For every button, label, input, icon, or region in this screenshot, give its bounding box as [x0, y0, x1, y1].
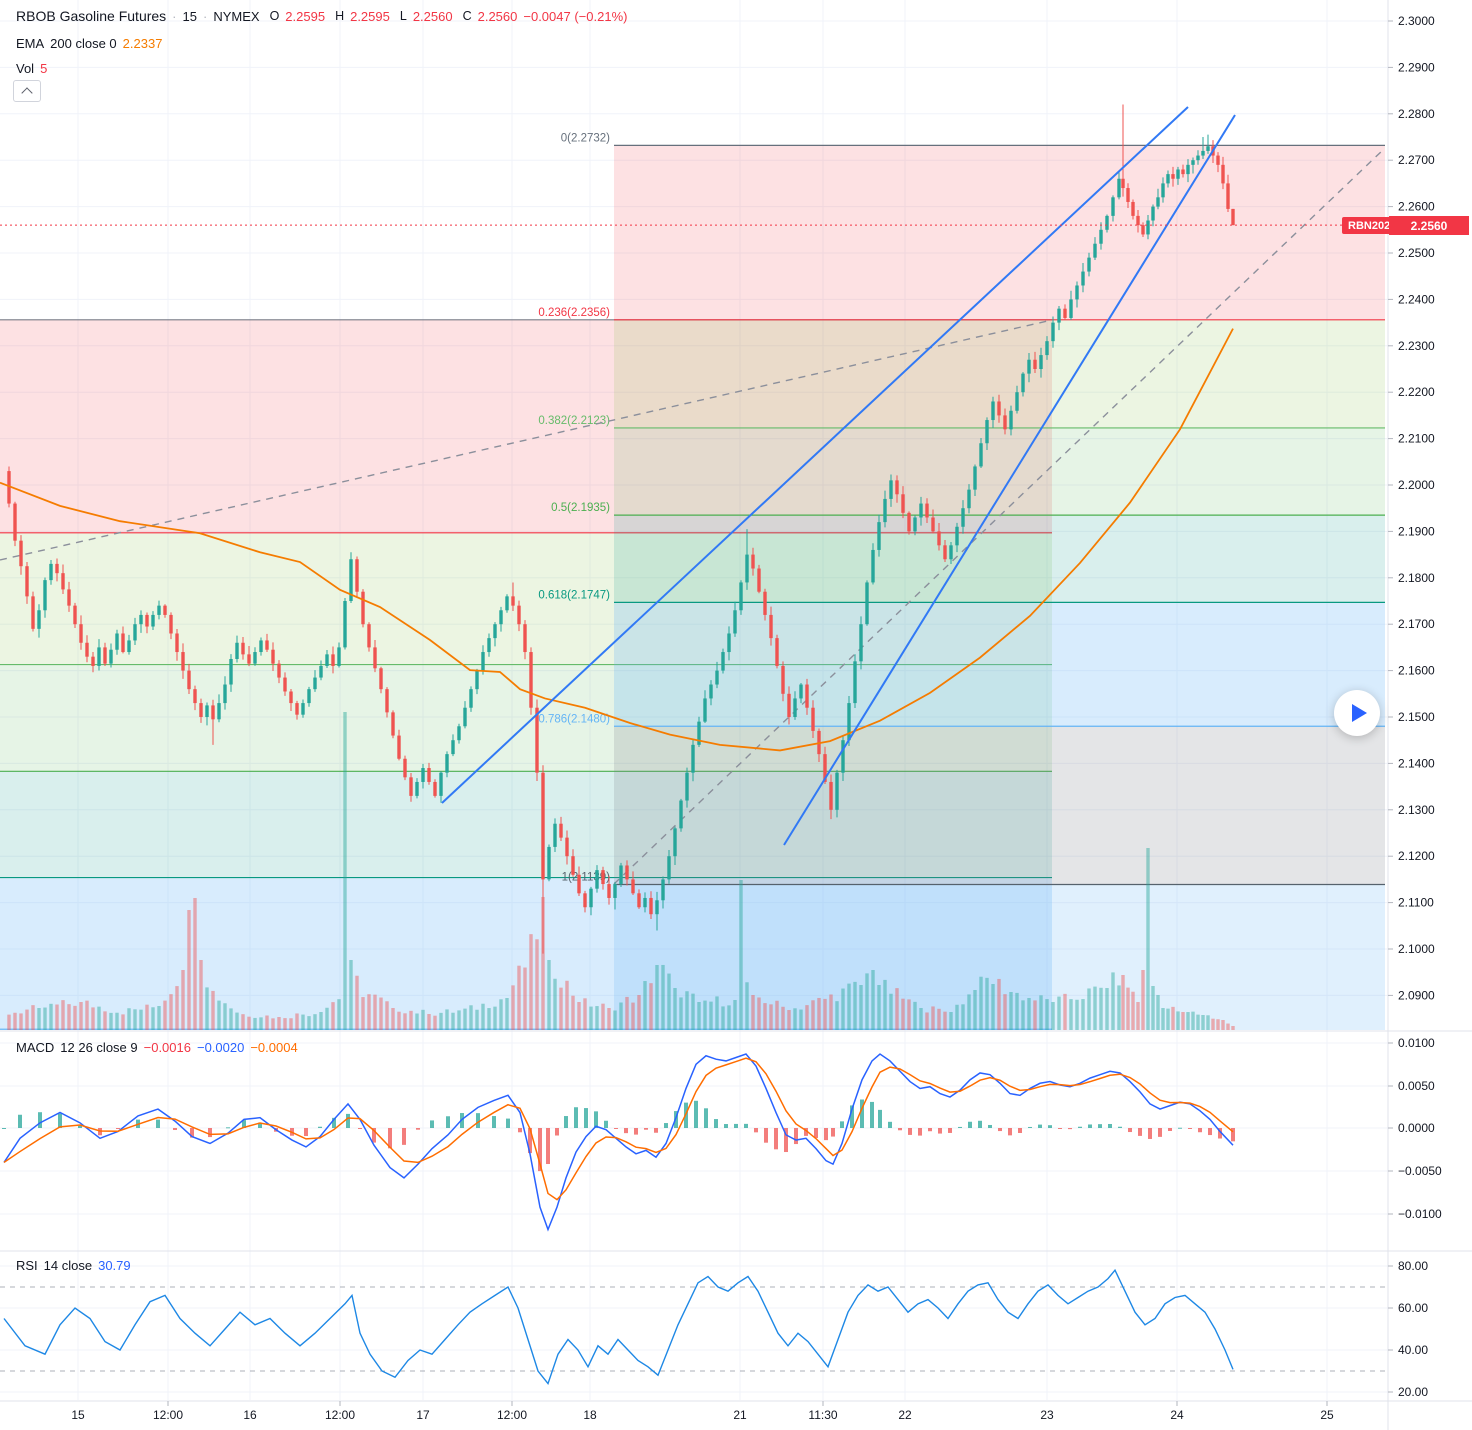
svg-text:12:00: 12:00 — [325, 1408, 355, 1422]
svg-text:21: 21 — [733, 1408, 747, 1422]
svg-text:2.3000: 2.3000 — [1398, 14, 1435, 28]
low-value: 2.2560 — [412, 8, 453, 24]
vol-value: 5 — [40, 61, 48, 76]
svg-text:2.1200: 2.1200 — [1398, 849, 1435, 863]
ema-legend[interactable]: EMA 200 close 0 2.2337 — [16, 36, 162, 51]
rsi-legend[interactable]: RSI 14 close 30.79 — [16, 1258, 131, 1273]
separator: · — [172, 8, 177, 24]
symbol-title[interactable]: RBOB Gasoline Futures — [16, 8, 167, 24]
svg-text:2.1600: 2.1600 — [1398, 664, 1435, 678]
svg-text:80.00: 80.00 — [1398, 1259, 1428, 1273]
low-letter: L — [399, 9, 407, 23]
macd-legend[interactable]: MACD 12 26 close 9 −0.0016 −0.0020 −0.00… — [16, 1040, 298, 1055]
svg-text:23: 23 — [1040, 1408, 1054, 1422]
svg-text:2.1000: 2.1000 — [1398, 942, 1435, 956]
svg-text:15: 15 — [71, 1408, 85, 1422]
svg-text:60.00: 60.00 — [1398, 1301, 1428, 1315]
candles — [7, 104, 1235, 954]
svg-text:20.00: 20.00 — [1398, 1385, 1428, 1399]
svg-text:2.2200: 2.2200 — [1398, 385, 1435, 399]
svg-text:2.2800: 2.2800 — [1398, 107, 1435, 121]
svg-text:2.2500: 2.2500 — [1398, 246, 1435, 260]
play-icon — [1351, 704, 1367, 722]
svg-text:12:00: 12:00 — [497, 1408, 527, 1422]
svg-text:12:00: 12:00 — [153, 1408, 183, 1422]
interval-label[interactable]: 15 — [182, 8, 197, 24]
open-letter: O — [269, 9, 280, 23]
svg-text:−0.0100: −0.0100 — [1398, 1207, 1442, 1221]
svg-text:17: 17 — [416, 1408, 430, 1422]
svg-text:18: 18 — [583, 1408, 597, 1422]
svg-text:0(2.2732): 0(2.2732) — [561, 132, 610, 144]
last-price-badge: 2.2560 — [1389, 216, 1469, 235]
svg-text:0.5(2.1935): 0.5(2.1935) — [551, 502, 610, 514]
macd-label: MACD — [16, 1040, 55, 1055]
svg-text:−0.0050: −0.0050 — [1398, 1164, 1442, 1178]
svg-text:2.1800: 2.1800 — [1398, 571, 1435, 585]
collapse-indicators-button[interactable] — [13, 80, 41, 102]
svg-text:16: 16 — [243, 1408, 257, 1422]
svg-text:0.618(2.1747): 0.618(2.1747) — [538, 589, 610, 601]
svg-text:2.2700: 2.2700 — [1398, 153, 1435, 167]
svg-text:2.2900: 2.2900 — [1398, 60, 1435, 74]
fib-left — [0, 319, 1052, 1030]
svg-text:25: 25 — [1320, 1408, 1334, 1422]
svg-text:0.236(2.2356): 0.236(2.2356) — [538, 307, 610, 319]
svg-text:2.2100: 2.2100 — [1398, 432, 1435, 446]
svg-text:2.1100: 2.1100 — [1398, 896, 1434, 910]
svg-text:11:30: 11:30 — [808, 1408, 837, 1422]
macd-hist-value: −0.0016 — [143, 1040, 191, 1055]
chevron-up-icon — [21, 86, 33, 99]
rsi-label: RSI — [16, 1258, 38, 1273]
volume-bars — [7, 712, 1235, 1030]
svg-text:2.2400: 2.2400 — [1398, 292, 1435, 306]
svg-text:40.00: 40.00 — [1398, 1343, 1428, 1357]
macd-line-value: −0.0020 — [196, 1040, 245, 1055]
symbol-price-flag: RBN2021 — [1342, 217, 1403, 234]
separator: · — [202, 8, 208, 24]
play-replay-button[interactable] — [1334, 690, 1380, 736]
fib-right: 0(2.2732) 0.236(2.2356) 0.382(2.2123) 0.5(2… — [538, 132, 1385, 1030]
volume-legend[interactable]: Vol 5 — [16, 61, 47, 76]
close-value: 2.2560 — [477, 8, 518, 24]
vol-label: Vol — [16, 61, 35, 76]
high-letter: H — [335, 9, 345, 23]
change-value: −0.0047 (−0.21%) — [523, 8, 628, 24]
svg-text:2.2000: 2.2000 — [1398, 478, 1435, 492]
svg-text:2.1300: 2.1300 — [1398, 803, 1435, 817]
svg-text:2.1500: 2.1500 — [1398, 710, 1435, 724]
svg-text:0.0000: 0.0000 — [1398, 1121, 1435, 1135]
macd-signal-value: −0.0004 — [250, 1040, 298, 1055]
open-value: 2.2595 — [285, 8, 326, 24]
svg-text:22: 22 — [898, 1408, 912, 1422]
macd-pane — [2, 1053, 1235, 1232]
ema-label: EMA — [16, 36, 45, 51]
exchange-label[interactable]: NYMEX — [213, 8, 260, 24]
svg-text:2.2600: 2.2600 — [1398, 200, 1435, 214]
symbol-legend: RBOB Gasoline Futures · 15 · NYMEX O 2.2… — [16, 8, 627, 24]
svg-text:0.0100: 0.0100 — [1398, 1036, 1435, 1050]
ema-value: 2.2337 — [122, 36, 163, 51]
ema-params: 200 close 0 — [50, 36, 117, 51]
rsi-value: 30.79 — [98, 1258, 131, 1273]
svg-text:24: 24 — [1170, 1408, 1184, 1422]
high-value: 2.2595 — [350, 8, 390, 24]
rsi-pane — [0, 1268, 1388, 1386]
svg-text:2.2300: 2.2300 — [1398, 339, 1435, 353]
svg-text:2.1900: 2.1900 — [1398, 524, 1435, 538]
svg-text:0.786(2.1480): 0.786(2.1480) — [538, 713, 610, 725]
svg-text:0.0050: 0.0050 — [1398, 1079, 1435, 1093]
svg-text:2.0900: 2.0900 — [1398, 988, 1435, 1002]
svg-text:0.382(2.2123): 0.382(2.2123) — [538, 415, 610, 427]
svg-text:2.1700: 2.1700 — [1398, 617, 1435, 631]
macd-params: 12 26 close 9 — [60, 1040, 138, 1055]
rsi-params: 14 close — [43, 1258, 93, 1273]
close-letter: C — [462, 9, 472, 23]
svg-text:2.1400: 2.1400 — [1398, 756, 1435, 770]
